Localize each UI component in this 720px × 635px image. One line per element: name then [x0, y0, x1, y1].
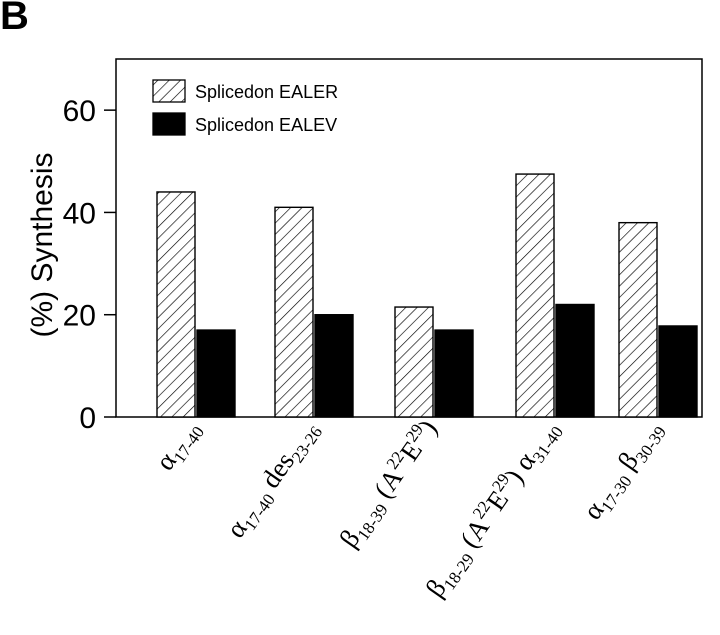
bar-ealev-4 [555, 303, 595, 418]
x-label-part: 30-39 [632, 423, 670, 466]
bar-ealer-4 [515, 173, 555, 418]
y-axis: 0 20 40 60 [63, 95, 116, 435]
x-label-part: (A [364, 463, 409, 509]
legend: Splicedon EALER Splicedon EALEV [152, 79, 338, 136]
x-category-label: β18-29 (A22E29) α31-40 [418, 413, 567, 605]
bar-ealev-1 [196, 329, 236, 418]
bar-ealev-5 [658, 325, 698, 418]
x-label-part: 23-26 [288, 423, 326, 466]
panel-label: B [0, 0, 29, 38]
y-tick-label: 40 [63, 197, 96, 230]
y-tick-label: 0 [79, 402, 96, 435]
bars [156, 173, 698, 418]
x-category-label: β18-39 (A22E29) [332, 413, 446, 555]
legend-label-ealer: Splicedon EALER [195, 82, 338, 102]
x-label-part: 17-40 [170, 423, 208, 466]
x-category-label: α17-40 [149, 414, 208, 478]
bar-ealer-3 [394, 306, 434, 418]
bar-ealer-5 [618, 221, 658, 418]
x-category-label: α17-30 β30-39 [577, 414, 670, 527]
bar-ealer-2 [274, 206, 314, 418]
y-tick-label: 20 [63, 300, 96, 333]
y-tick-label: 60 [63, 95, 96, 128]
legend-swatch-ealev [152, 112, 186, 136]
x-category-label: α17-40 des23-26 [220, 414, 326, 545]
legend-label-ealev: Splicedon EALEV [195, 115, 337, 135]
legend-swatch-ealer [152, 79, 186, 103]
x-label-part: (A [450, 512, 495, 558]
bar-ealer-1 [156, 191, 196, 418]
bar-ealev-2 [314, 314, 354, 418]
bar-ealev-3 [434, 329, 474, 418]
x-label-part: 31-40 [529, 423, 567, 466]
y-axis-label: (%) Synthesis [26, 152, 59, 337]
